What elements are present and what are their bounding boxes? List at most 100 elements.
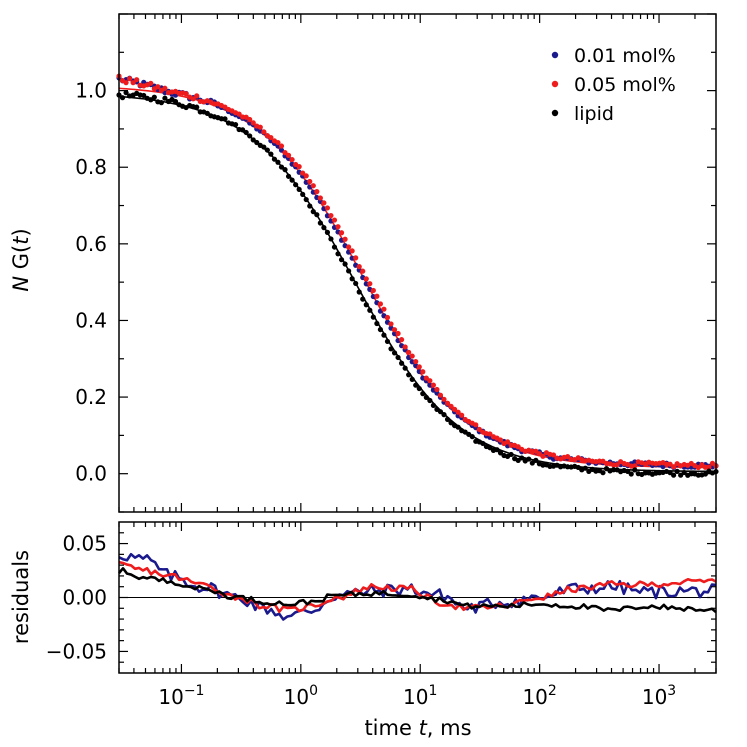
y-tick-label: 0.2 [75, 385, 107, 409]
data-point [529, 460, 535, 466]
data-point [222, 116, 228, 122]
data-point [338, 257, 345, 263]
data-point [127, 76, 133, 82]
data-point [504, 439, 511, 445]
series-lipid [116, 90, 719, 478]
data-point [455, 424, 461, 430]
data-point [370, 287, 376, 294]
data-point [367, 281, 373, 287]
data-points [116, 73, 719, 478]
data-point [381, 306, 387, 312]
data-point [261, 144, 267, 150]
data-point [430, 382, 436, 388]
data-point [264, 147, 270, 153]
data-point [250, 120, 256, 126]
data-point [155, 84, 161, 90]
data-point [444, 400, 451, 406]
data-point [437, 409, 444, 415]
x-label-part-time: time [364, 716, 418, 740]
data-point [285, 173, 292, 179]
data-point [671, 472, 677, 478]
data-point [550, 452, 557, 458]
legend-marker [551, 80, 559, 88]
data-point [331, 217, 338, 223]
data-point [695, 464, 701, 471]
data-point [324, 205, 331, 211]
data-point [497, 450, 504, 456]
data-point [356, 263, 362, 270]
data-point [377, 326, 384, 333]
data-point [384, 338, 391, 345]
data-point [384, 314, 391, 321]
data-point [632, 463, 638, 469]
data-point [123, 90, 129, 96]
series-0-05-mol- [116, 73, 719, 471]
x-tick-label: 100 [284, 683, 318, 709]
x-tick-label: 10−1 [158, 683, 204, 709]
data-point [335, 251, 341, 257]
data-point [123, 80, 129, 86]
data-point [247, 116, 253, 123]
data-point [247, 133, 253, 139]
data-point [702, 471, 709, 477]
data-point [381, 332, 387, 338]
data-point [296, 164, 302, 170]
data-point [232, 122, 239, 128]
data-point [310, 209, 316, 215]
data-point [678, 472, 684, 478]
data-point [275, 159, 281, 165]
data-point [448, 403, 454, 409]
correlation-plot: 0.0 0.2 0.4 0.6 0.8 1.0 N G(t) 0.01 mol% 0.05 … [9, 13, 719, 513]
fit-curves [118, 87, 717, 473]
data-point [709, 460, 716, 466]
x-label-part-t: t [419, 716, 428, 740]
data-point [254, 139, 260, 146]
data-point [427, 397, 433, 404]
data-point [416, 385, 422, 392]
data-point [360, 268, 366, 274]
data-point [420, 391, 426, 397]
data-point [444, 416, 451, 422]
x-tick-labels: 10−1 100 101 102 103 [158, 683, 676, 709]
data-point [303, 196, 309, 203]
data-point [162, 85, 168, 91]
data-point [321, 225, 327, 231]
data-point [261, 129, 267, 135]
data-point [130, 80, 136, 86]
data-point [402, 365, 408, 371]
y-label-part-t: t [9, 236, 33, 245]
data-point [317, 195, 323, 201]
data-point [430, 402, 436, 408]
bottom-axis-ticks [118, 522, 717, 673]
y-label-part-n: N [9, 276, 33, 292]
data-point [293, 182, 299, 188]
residuals-plot: −0.05 0.00 0.05 10−1 100 101 102 103 residuals… [9, 521, 717, 740]
series-0-01-mol- [116, 75, 719, 470]
data-point [194, 104, 200, 110]
data-point [257, 124, 263, 130]
data-point [409, 353, 415, 359]
data-point [459, 412, 465, 418]
data-point [307, 178, 313, 185]
y-tick-label: 0.8 [75, 155, 107, 179]
data-point [346, 244, 352, 250]
data-point [540, 453, 546, 459]
residual-lines [118, 552, 717, 621]
data-point [335, 224, 341, 230]
top-y-tick-labels: 0.0 0.2 0.4 0.6 0.8 1.0 [75, 79, 107, 486]
data-point [441, 412, 447, 418]
data-point [314, 212, 320, 218]
y-tick-label: 0.0 [75, 462, 107, 486]
data-point [416, 364, 422, 370]
data-point [331, 244, 338, 250]
data-point [314, 189, 320, 195]
y-axis-label: N G(t) [9, 228, 33, 291]
data-point [388, 346, 394, 352]
legend: 0.01 mol% 0.05 mol% lipid [551, 45, 676, 125]
legend-marker [551, 51, 559, 59]
data-point [367, 307, 373, 313]
top-plot-frame [118, 13, 717, 513]
data-point [402, 344, 408, 350]
data-point [533, 457, 539, 463]
data-point [441, 396, 447, 402]
